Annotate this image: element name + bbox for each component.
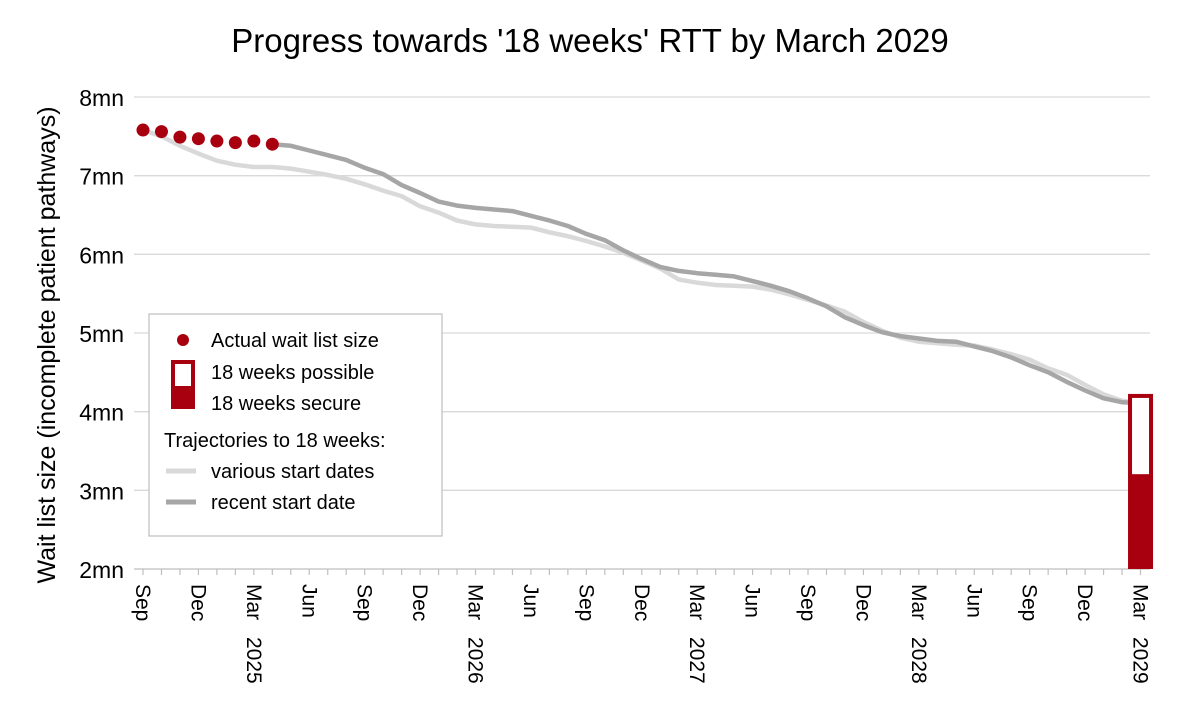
y-tick-label: 3mn	[79, 478, 124, 504]
x-tick-label: Sep	[131, 584, 154, 621]
x-tick-label: Sep	[1018, 584, 1041, 621]
legend-secure-marker	[171, 387, 195, 409]
x-tick-year-label: 2025	[242, 637, 265, 684]
legend-trajectories-heading: Trajectories to 18 weeks:	[164, 430, 386, 452]
x-tick-label: Dec	[851, 584, 874, 621]
target-bar-layer	[1128, 393, 1154, 569]
y-tick-label: 2mn	[79, 557, 124, 583]
x-tick-year-label: 2026	[464, 637, 487, 684]
y-tick-label: 4mn	[79, 400, 124, 426]
x-tick-year-label: 2028	[907, 637, 930, 684]
legend-recent-label: recent start date	[211, 492, 356, 514]
x-tick-label: Mar	[1129, 584, 1152, 620]
y-tick-label: 6mn	[79, 242, 124, 268]
x-tick-label: Sep	[574, 584, 597, 621]
chart-title: Progress towards '18 weeks' RTT by March…	[231, 22, 949, 59]
actual-points-layer	[136, 123, 279, 151]
x-tick-label: Mar	[242, 584, 265, 620]
y-tick-label: 8mn	[79, 85, 124, 111]
legend: Actual wait list size 18 weeks possible …	[148, 313, 443, 537]
x-tick-label: Mar	[464, 584, 487, 620]
series-line-recent	[270, 141, 1143, 406]
actual-point	[173, 130, 187, 144]
legend-secure-label: 18 weeks secure	[211, 393, 361, 415]
x-tick-label: Dec	[1073, 584, 1096, 621]
x-tick-label: Dec	[630, 584, 653, 621]
legend-possible-label: 18 weeks possible	[211, 362, 374, 384]
bar-18-weeks-secure	[1128, 476, 1154, 569]
actual-point	[210, 134, 224, 148]
legend-possible-marker	[171, 360, 195, 390]
actual-point	[191, 132, 205, 146]
x-tick-label: Dec	[408, 584, 431, 621]
x-tick-label: Jun	[741, 584, 764, 618]
actual-point	[247, 134, 261, 148]
x-tick-label: Sep	[796, 584, 819, 621]
x-tick-label: Mar	[907, 584, 930, 620]
x-tick-label: Jun	[297, 584, 320, 618]
x-tick-label: Mar	[685, 584, 708, 620]
x-tick-year-label: 2027	[685, 637, 708, 684]
legend-box	[148, 313, 443, 537]
series-layer	[140, 127, 1143, 406]
y-axis: 2mn 3mn 4mn 5mn 6mn 7mn 8mn	[79, 85, 124, 583]
actual-point	[265, 137, 279, 151]
x-axis: Sep Dec Mar 2025 Jun Sep Dec Mar 2026 Jun Sep Dec Ma…	[131, 568, 1152, 684]
x-tick-label: Dec	[186, 584, 209, 621]
actual-point	[136, 123, 150, 137]
legend-actual-label: Actual wait list size	[211, 330, 379, 352]
legend-various-label: various start dates	[211, 461, 374, 483]
x-tick-label: Jun	[962, 584, 985, 618]
x-tick-label: Jun	[519, 584, 542, 618]
y-axis-label: Wait list size (incomplete patient pathw…	[33, 106, 61, 583]
legend-actual-marker	[177, 334, 189, 346]
x-tick-label: Sep	[353, 584, 376, 621]
x-tick-year-label: 2029	[1129, 637, 1152, 684]
y-tick-label: 5mn	[79, 321, 124, 347]
actual-point	[154, 125, 168, 139]
y-tick-label: 7mn	[79, 164, 124, 190]
actual-point	[228, 136, 242, 150]
bar-18-weeks-possible	[1128, 393, 1154, 479]
